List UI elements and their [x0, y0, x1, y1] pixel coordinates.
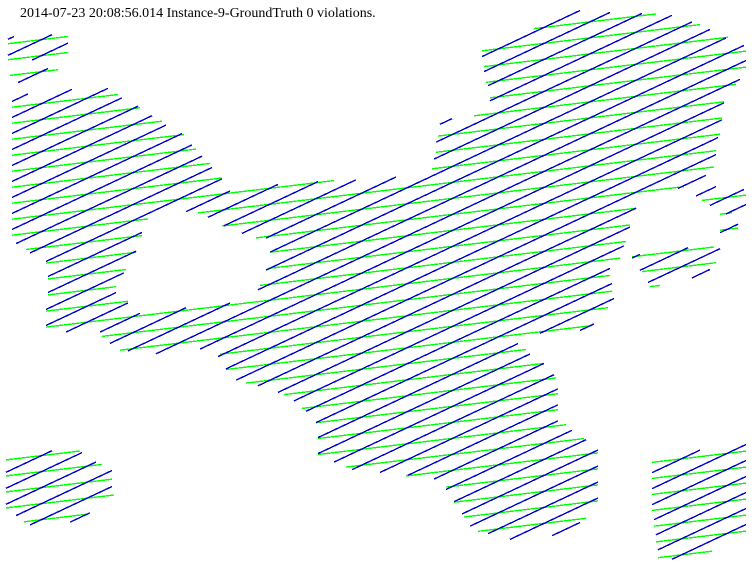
blue-hatch-line — [672, 525, 746, 560]
green-hatch-line — [302, 378, 556, 409]
blue-hatch-line — [454, 440, 586, 502]
green-hatch-line — [446, 469, 598, 487]
blue-hatch-line — [6, 451, 52, 473]
blue-hatch-line — [318, 354, 530, 454]
green-hatch-line — [652, 483, 746, 494]
green-hatch-line — [658, 551, 712, 558]
green-hatch-line — [12, 219, 148, 235]
blue-hatch-line — [490, 15, 672, 101]
blue-hatch-line — [380, 389, 558, 473]
blue-hatch-line — [656, 493, 746, 535]
green-hatch-layer — [6, 14, 746, 558]
blue-hatch-line — [18, 69, 48, 83]
blue-hatch-line — [692, 269, 710, 278]
blue-hatch-line — [236, 155, 716, 381]
blue-hatch-line — [30, 168, 212, 254]
blue-hatch-line — [470, 466, 598, 526]
blue-hatch-line — [100, 313, 140, 332]
blue-hatch-line — [440, 119, 452, 125]
blue-hatch-line — [436, 22, 692, 142]
blue-hatch-line — [654, 477, 746, 520]
green-hatch-line — [650, 285, 660, 286]
blue-hatch-line — [726, 205, 746, 214]
green-hatch-line — [12, 95, 118, 108]
green-hatch-line — [656, 531, 746, 542]
blue-hatch-line — [8, 35, 52, 56]
blue-hatch-line — [32, 43, 68, 60]
blue-hatch-line — [8, 37, 14, 40]
blue-hatch-line — [278, 227, 630, 392]
green-hatch-line — [198, 151, 716, 213]
blue-hatch-line — [200, 103, 724, 349]
green-hatch-line — [654, 515, 746, 526]
blue-hatch-line — [434, 421, 558, 479]
blue-hatch-line — [242, 180, 356, 234]
blue-hatch-line — [208, 184, 278, 217]
blue-hatch-line — [446, 430, 572, 489]
blue-hatch-line — [678, 175, 706, 188]
blue-hatch-line — [12, 145, 192, 230]
green-hatch-line — [318, 410, 558, 439]
blue-hatch-line — [710, 189, 744, 205]
green-hatch-line — [8, 37, 68, 44]
green-hatch-line — [702, 195, 746, 200]
blue-hatch-line — [552, 523, 580, 536]
green-hatch-line — [246, 350, 526, 384]
blue-hatch-line — [488, 482, 598, 534]
blue-hatch-line — [696, 187, 716, 196]
blue-hatch-line — [484, 12, 610, 71]
blue-hatch-line — [70, 513, 90, 522]
blue-hatch-line — [462, 450, 598, 514]
blue-hatch-line — [266, 45, 744, 270]
blue-hatch-line — [352, 375, 554, 470]
green-hatch-line — [652, 451, 746, 462]
green-hatch-line — [652, 499, 746, 510]
green-hatch-line — [346, 439, 584, 468]
blue-hatch-line — [30, 487, 112, 526]
green-hatch-line — [8, 53, 68, 60]
blue-hatch-line — [318, 344, 518, 438]
blue-hatch-line — [408, 405, 558, 476]
blue-hatch-line — [12, 116, 152, 182]
green-hatch-line — [12, 108, 140, 123]
blue-hatch-line — [218, 120, 722, 357]
blue-hatch-line — [12, 89, 72, 117]
blue-hatch-line — [270, 38, 726, 252]
blue-hatch-line — [658, 509, 746, 550]
blue-hatch-line — [46, 179, 222, 262]
blue-hatch-line — [186, 191, 230, 212]
blue-hatch-line — [12, 94, 28, 102]
blue-hatch-layer — [6, 11, 746, 560]
green-hatch-line — [652, 467, 746, 478]
blue-hatch-line — [434, 29, 710, 159]
blue-hatch-line — [110, 308, 186, 344]
green-hatch-line — [486, 51, 746, 82]
green-hatch-line — [284, 363, 544, 394]
blue-hatch-line — [226, 138, 718, 369]
